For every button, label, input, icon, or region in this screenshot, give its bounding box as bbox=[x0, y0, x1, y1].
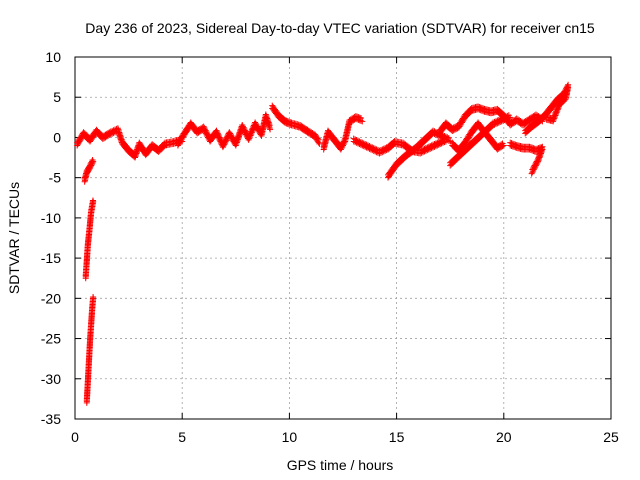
data-point bbox=[213, 127, 220, 134]
data-point bbox=[553, 106, 560, 113]
data-point bbox=[534, 157, 541, 164]
data-point bbox=[500, 142, 507, 149]
data-point bbox=[507, 114, 514, 121]
y-tick-label: 10 bbox=[45, 49, 61, 65]
data-point bbox=[90, 198, 97, 205]
data-point bbox=[370, 145, 377, 152]
data-point bbox=[215, 131, 222, 138]
data-point bbox=[441, 132, 448, 139]
data-point bbox=[359, 139, 366, 146]
data-point bbox=[372, 145, 379, 152]
data-point bbox=[241, 125, 248, 132]
y-tick-label: -25 bbox=[41, 331, 61, 347]
data-point bbox=[267, 126, 274, 133]
data-point bbox=[204, 131, 211, 138]
y-tick-label: -5 bbox=[49, 170, 62, 186]
data-point bbox=[217, 135, 224, 142]
data-point bbox=[350, 135, 357, 142]
data-point bbox=[531, 162, 538, 169]
data-point bbox=[204, 130, 211, 137]
data-point bbox=[356, 138, 363, 145]
plot-frame bbox=[74, 56, 612, 420]
data-point bbox=[532, 159, 539, 166]
data-point bbox=[203, 128, 210, 135]
x-axis-label: GPS time / hours bbox=[287, 457, 394, 473]
data-point bbox=[353, 136, 360, 143]
y-tick-label: -30 bbox=[41, 371, 61, 387]
data-point bbox=[240, 124, 247, 131]
x-tick-label: 5 bbox=[178, 429, 186, 445]
grid bbox=[75, 57, 611, 419]
data-point bbox=[431, 128, 438, 135]
x-tick-label: 15 bbox=[389, 429, 405, 445]
data-point bbox=[360, 140, 367, 147]
data-point bbox=[367, 143, 374, 150]
data-point bbox=[440, 132, 447, 139]
x-tick-label: 0 bbox=[71, 429, 79, 445]
data-point bbox=[442, 133, 449, 140]
data-point bbox=[555, 100, 562, 107]
data-point bbox=[357, 139, 364, 146]
y-tick-label: 0 bbox=[53, 129, 61, 145]
data-point bbox=[90, 295, 97, 302]
data-point bbox=[355, 137, 362, 144]
data-point bbox=[242, 128, 249, 135]
data-point bbox=[529, 166, 536, 173]
y-tick-label: -15 bbox=[41, 250, 61, 266]
data-point bbox=[532, 161, 539, 168]
data-point bbox=[556, 99, 563, 106]
data-point bbox=[535, 155, 542, 162]
data-point bbox=[358, 115, 365, 122]
data-point bbox=[369, 144, 376, 151]
x-tick-label: 25 bbox=[603, 429, 619, 445]
data-point bbox=[533, 158, 540, 165]
data-point bbox=[543, 116, 550, 123]
data-point bbox=[552, 109, 559, 116]
data-point bbox=[202, 126, 209, 133]
data-point bbox=[242, 127, 249, 134]
data-point bbox=[430, 127, 437, 134]
y-tick-label: -35 bbox=[41, 411, 61, 427]
data-point bbox=[216, 134, 223, 141]
data-point bbox=[551, 111, 558, 118]
data-point bbox=[202, 127, 209, 134]
data-point bbox=[528, 170, 535, 177]
data-point bbox=[445, 134, 452, 141]
axis-ticks: 0 5 10 15 20 25 -35 -30 -25 -20 -15 -10 -5 0 5 10 bbox=[41, 49, 619, 445]
data-point bbox=[553, 108, 560, 115]
data-point bbox=[444, 134, 451, 141]
data-point bbox=[352, 136, 359, 143]
data-point bbox=[214, 130, 221, 137]
data-point bbox=[366, 143, 373, 150]
data-point bbox=[90, 158, 97, 165]
data-points bbox=[74, 81, 572, 406]
data-point bbox=[316, 140, 323, 147]
data-point bbox=[359, 118, 366, 125]
data-point bbox=[201, 124, 208, 131]
data-point bbox=[365, 142, 372, 149]
data-point bbox=[314, 135, 321, 142]
y-axis-label: SDTVAR / TECUs bbox=[6, 182, 22, 294]
data-point bbox=[555, 102, 562, 109]
data-point bbox=[554, 103, 561, 110]
x-tick-label: 10 bbox=[282, 429, 298, 445]
data-point bbox=[216, 133, 223, 140]
data-point bbox=[373, 146, 380, 153]
x-tick-label: 20 bbox=[496, 429, 512, 445]
y-tick-label: -10 bbox=[41, 210, 61, 226]
data-point bbox=[200, 123, 207, 130]
data-point bbox=[362, 141, 369, 148]
data-point bbox=[214, 128, 221, 135]
y-tick-label: 5 bbox=[53, 89, 61, 105]
data-point bbox=[315, 136, 322, 143]
data-point bbox=[239, 123, 246, 130]
chart-title: Day 236 of 2023, Sidereal Day-to-day VTE… bbox=[85, 20, 595, 36]
data-point bbox=[363, 141, 370, 148]
y-tick-label: -20 bbox=[41, 290, 61, 306]
data-point bbox=[554, 105, 561, 112]
data-point bbox=[530, 163, 537, 170]
data-point bbox=[239, 121, 246, 128]
data-point bbox=[530, 165, 537, 172]
